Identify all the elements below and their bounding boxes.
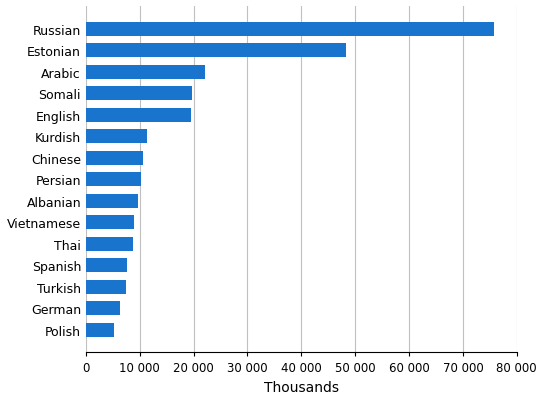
- Bar: [86, 65, 206, 79]
- Bar: [86, 302, 120, 316]
- Bar: [86, 323, 114, 337]
- Bar: [86, 22, 494, 36]
- Bar: [86, 87, 192, 101]
- Bar: [86, 280, 126, 294]
- Bar: [86, 44, 347, 58]
- Bar: [86, 237, 133, 251]
- X-axis label: Thousands: Thousands: [264, 380, 339, 394]
- Bar: [86, 108, 191, 122]
- Bar: [86, 259, 127, 273]
- Bar: [86, 194, 138, 208]
- Bar: [86, 173, 141, 187]
- Bar: [86, 151, 144, 165]
- Bar: [86, 130, 147, 144]
- Bar: [86, 216, 134, 230]
